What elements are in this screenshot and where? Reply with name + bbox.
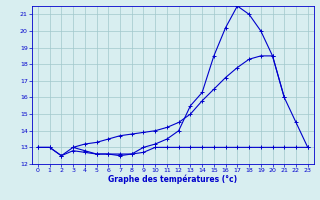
X-axis label: Graphe des températures (°c): Graphe des températures (°c) [108,175,237,184]
